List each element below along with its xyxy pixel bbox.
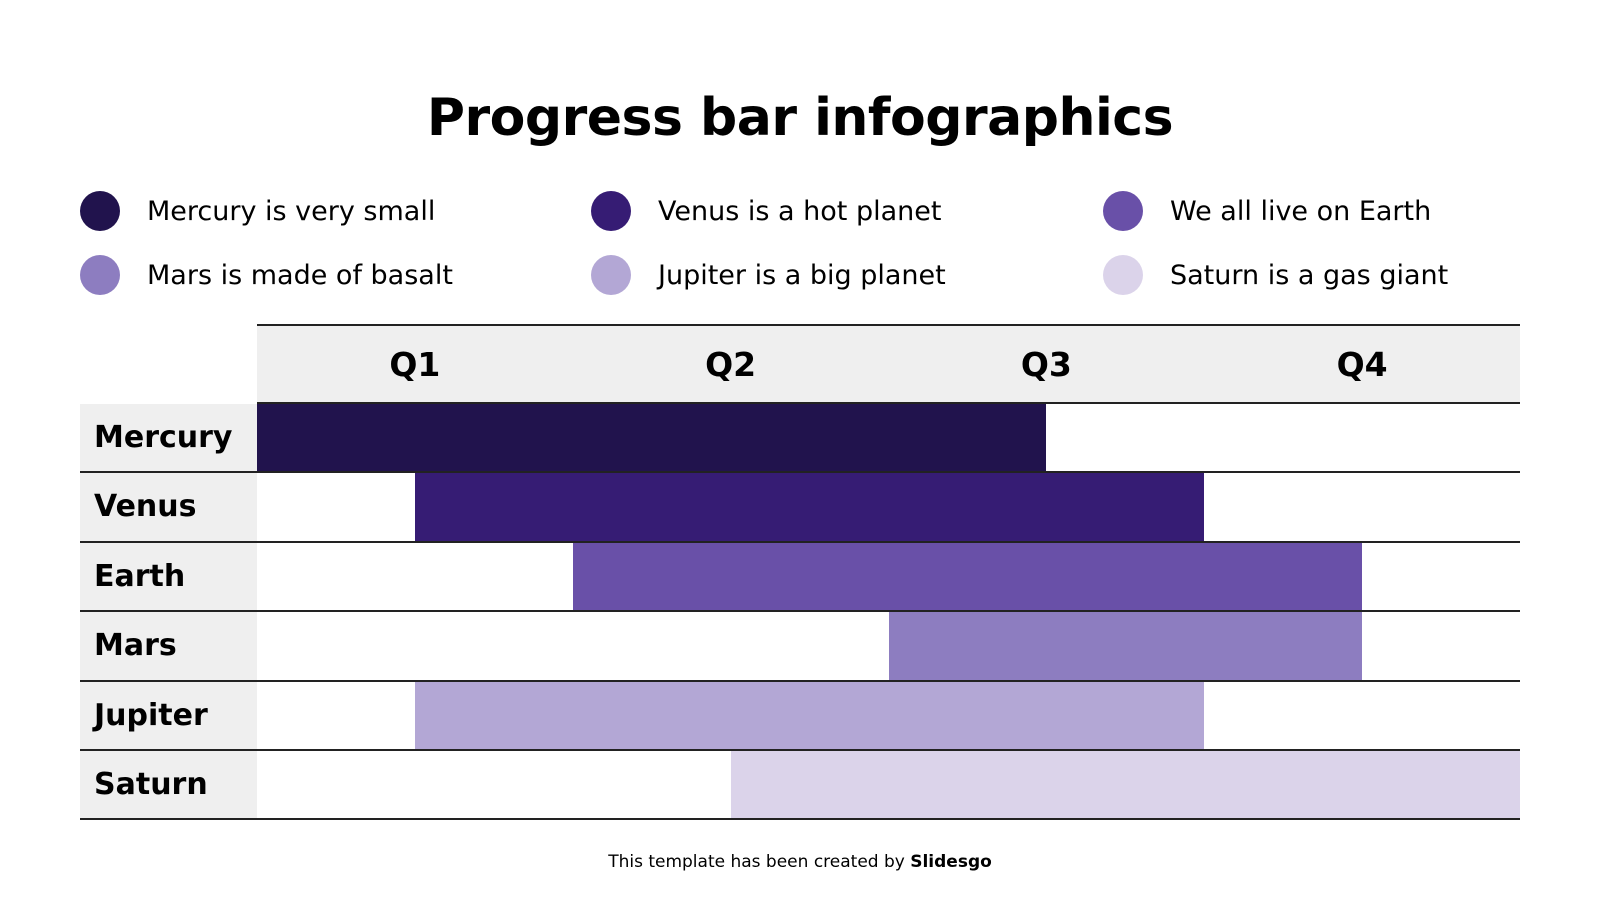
legend-item: Mercury is very small — [80, 189, 435, 233]
footer-text: This template has been created by — [608, 852, 911, 872]
legend-item: Jupiter is a big planet — [591, 253, 946, 297]
row-label: Mercury — [80, 404, 257, 472]
quarter-header: Q1 Q2 Q3 Q4 — [257, 324, 1520, 404]
legend-text: We all live on Earth — [1170, 195, 1432, 227]
legend-item: We all live on Earth — [1103, 189, 1431, 233]
table-row: Mars — [80, 612, 1520, 682]
table-row: Mercury — [80, 404, 1520, 474]
progress-bar — [888, 612, 1363, 680]
legend-text: Mars is made of basalt — [147, 259, 453, 291]
quarter-label: Q1 — [389, 345, 441, 384]
chart-title: Progress bar infographics — [426, 88, 1174, 148]
footer-brand: Slidesgo — [910, 852, 992, 872]
legend-dot-icon — [1103, 255, 1143, 295]
row-label: Mars — [80, 612, 257, 680]
progress-bar — [414, 681, 1205, 749]
legend-text: Saturn is a gas giant — [1170, 259, 1449, 291]
row-label: Earth — [80, 542, 257, 611]
quarter-label: Q4 — [1336, 345, 1388, 384]
legend-dot-icon — [591, 255, 631, 295]
legend-dot-icon — [80, 191, 120, 231]
table-row: Saturn — [80, 751, 1520, 821]
legend-item: Mars is made of basalt — [80, 253, 453, 297]
progress-bar — [257, 404, 1047, 472]
table-row: Venus — [80, 473, 1520, 543]
table-row: Jupiter — [80, 681, 1520, 751]
progress-bar — [572, 542, 1363, 611]
footer: This template has been created by Slides… — [0, 852, 1600, 872]
progress-bar — [414, 473, 1205, 541]
legend-text: Jupiter is a big planet — [658, 259, 946, 291]
row-label: Venus — [80, 473, 257, 541]
table-row: Earth — [80, 542, 1520, 613]
legend-item: Venus is a hot planet — [591, 189, 941, 233]
progress-bar — [730, 751, 1520, 819]
legend-text: Mercury is very small — [147, 195, 436, 227]
legend-item: Saturn is a gas giant — [1103, 253, 1448, 297]
legend-dot-icon — [591, 191, 631, 231]
row-label: Saturn — [80, 751, 257, 819]
quarter-label: Q3 — [1020, 345, 1072, 384]
legend-dot-icon — [1103, 191, 1143, 231]
legend-text: Venus is a hot planet — [658, 195, 942, 227]
legend-dot-icon — [80, 255, 120, 295]
quarter-label: Q2 — [705, 345, 757, 384]
row-label: Jupiter — [80, 681, 257, 749]
